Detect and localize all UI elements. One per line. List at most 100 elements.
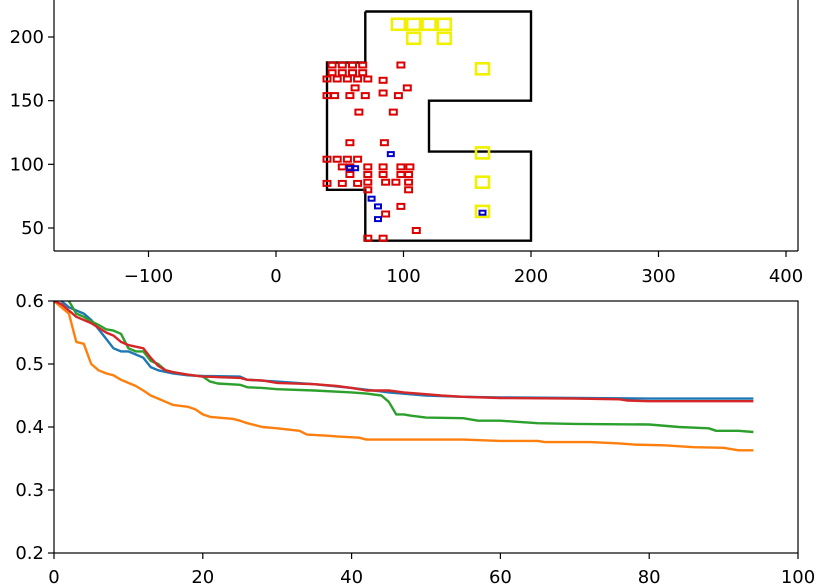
- top-x-tick-label: 200: [514, 266, 548, 287]
- red-box-marker: [360, 92, 370, 100]
- red-box-marker: [381, 178, 391, 186]
- red-box-marker: [363, 163, 373, 171]
- yellow-box-marker: [474, 61, 491, 76]
- red-box-marker: [396, 61, 406, 69]
- bottom-y-tick-label: 0.5: [15, 354, 44, 375]
- red-box-marker: [332, 155, 342, 163]
- bottom-x-tick-label: 0: [48, 567, 59, 588]
- red-box-marker: [358, 69, 368, 77]
- bottom-y-tick-label: 0.6: [15, 291, 44, 312]
- bottom-x-tick-label: 20: [191, 567, 214, 588]
- bottom-y-tick-label: 0.2: [15, 543, 44, 564]
- bottom-x-tick-label: 60: [489, 567, 512, 588]
- top-y-tick-label: 50: [21, 218, 44, 239]
- bottom-y-tick-label: 0.4: [15, 417, 44, 438]
- red-box-marker: [388, 108, 398, 116]
- red-box-marker: [342, 155, 352, 163]
- yellow-box-marker: [474, 204, 491, 219]
- red-box-marker: [337, 179, 347, 187]
- floorplan-plot: −100 0 100 200 300 400 50 100 150 200: [10, 0, 804, 287]
- blue-box-marker: [374, 203, 382, 210]
- series-line-3: [67, 301, 754, 434]
- yellow-box-marker: [405, 17, 422, 32]
- red-box-marker: [345, 171, 355, 178]
- red-box-marker: [348, 69, 357, 77]
- red-box-marker: [353, 155, 363, 163]
- red-box-marker: [350, 84, 360, 92]
- red-box-marker: [411, 227, 421, 234]
- top-x-tick-label: 400: [769, 266, 803, 287]
- bottom-y-tick-label: 0.3: [15, 480, 44, 501]
- bottom-x-tick-label: 80: [638, 567, 661, 588]
- red-box-marker: [337, 163, 347, 171]
- red-box-marker: [363, 75, 373, 83]
- red-box-marker: [396, 171, 406, 178]
- convergence-plot: 0 20 40 60 80 100 0.2 0.3 0.4 0.5 0.6: [15, 291, 815, 588]
- blue-box-marker: [351, 165, 360, 172]
- red-box-marker: [337, 69, 347, 77]
- red-box-marker: [345, 139, 355, 147]
- blue-box-marker: [478, 209, 487, 216]
- top-x-tick-label: 300: [641, 266, 675, 287]
- yellow-box-marker: [390, 17, 407, 32]
- series-line-2: [54, 301, 754, 452]
- red-box-marker: [402, 84, 412, 92]
- red-box-marker: [342, 75, 352, 83]
- red-box-marker: [378, 171, 388, 178]
- red-box-marker: [322, 179, 332, 187]
- red-box-marker: [404, 186, 414, 194]
- red-box-marker: [358, 61, 368, 69]
- series-line-4: [54, 301, 754, 403]
- red-box-marker: [378, 163, 388, 171]
- red-box-marker: [363, 234, 373, 242]
- red-box-marker: [378, 234, 388, 242]
- red-box-marker: [391, 178, 401, 186]
- yellow-box-marker: [405, 31, 422, 46]
- red-box-marker: [404, 178, 414, 186]
- red-box-marker: [322, 155, 332, 163]
- red-box-marker: [381, 210, 391, 218]
- red-box-marker: [353, 75, 363, 83]
- blue-box-marker: [367, 195, 376, 202]
- red-box-marker: [322, 75, 332, 83]
- red-box-marker: [354, 108, 364, 116]
- convergence-lines: [54, 301, 754, 452]
- top-x-tick-label: −100: [124, 266, 173, 287]
- red-box-marker: [363, 186, 373, 194]
- yellow-box-marker: [436, 31, 453, 46]
- floorplan-content: [322, 10, 533, 242]
- yellow-box-marker: [421, 17, 437, 32]
- red-box-marker: [405, 163, 415, 171]
- red-box-marker: [345, 92, 355, 100]
- series-line-1: [60, 301, 754, 400]
- yellow-box-marker: [474, 175, 491, 189]
- red-box-marker: [327, 69, 337, 77]
- red-box-marker: [404, 171, 414, 178]
- red-box-marker: [393, 92, 403, 100]
- convergence-ticks: 0 20 40 60 80 100 0.2 0.3 0.4 0.5 0.6: [15, 291, 815, 588]
- blue-box-marker: [386, 151, 395, 158]
- top-y-tick-label: 100: [10, 154, 44, 175]
- top-x-tick-label: 0: [270, 266, 281, 287]
- red-box-marker: [379, 139, 389, 147]
- blue-box-marker: [374, 216, 382, 223]
- floorplan-outline: [325, 10, 533, 242]
- red-box-marker: [348, 61, 357, 69]
- red-box-marker: [327, 61, 337, 69]
- top-y-tick-label: 200: [10, 27, 44, 48]
- red-box-marker: [330, 92, 340, 100]
- red-box-marker: [363, 171, 373, 178]
- red-box-marker: [337, 61, 347, 69]
- bottom-x-tick-label: 100: [781, 567, 815, 588]
- red-box-marker: [363, 178, 373, 186]
- floorplan-ticks: −100 0 100 200 300 400 50 100 150 200: [10, 27, 804, 287]
- red-box-marker: [353, 179, 363, 187]
- red-box-marker: [396, 202, 406, 210]
- yellow-box-marker: [474, 146, 491, 160]
- yellow-box-marker: [436, 17, 453, 32]
- red-box-marker: [378, 76, 388, 84]
- red-box-marker: [396, 163, 406, 171]
- red-box-marker: [332, 75, 342, 83]
- red-box-marker: [378, 89, 388, 97]
